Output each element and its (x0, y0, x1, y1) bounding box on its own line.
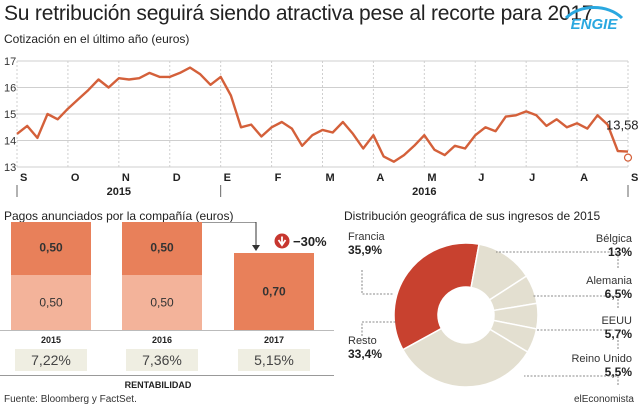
bar-value-label: 0,50 (39, 296, 63, 310)
engie-logo: ENGIE (564, 6, 624, 32)
slice-leader-line (496, 251, 619, 268)
logo-text: ENGIE (571, 16, 619, 32)
bar-value-label: 0,50 (150, 296, 174, 310)
change-connector (202, 222, 257, 249)
last-point-marker (623, 153, 633, 162)
last-value-label: 13,58 (606, 118, 639, 133)
yield-value: 7,36% (142, 352, 182, 368)
bar-value-label: 0,50 (39, 241, 63, 255)
month-tick-label: E (224, 172, 231, 184)
month-tick-label: N (122, 172, 130, 184)
month-tick-label: O (71, 172, 80, 184)
year-label: 2016 (412, 186, 436, 198)
month-tick-label: M (427, 172, 436, 184)
slice-name-label: Reino Unido (571, 353, 632, 365)
slice-name-label: Resto (348, 335, 377, 347)
slice-value-label: 6,5% (605, 287, 633, 301)
bar-segment (234, 253, 314, 330)
y-tick-label: 17 (4, 56, 16, 68)
price-line-chart: 17 16 15 14 13 S O N D E F M A M J J A S 2015 2016 13,58 (4, 56, 639, 198)
bar-value-label: 0,70 (262, 285, 286, 299)
yield-caption: RENTABILIDAD (125, 380, 192, 390)
yield-value: 5,15% (254, 352, 294, 368)
line-chart-title: Cotización en el último año (euros) (4, 32, 190, 46)
slice-leader-line (532, 295, 619, 308)
y-tick-label: 15 (4, 109, 16, 121)
donut-slice (393, 242, 480, 351)
slice-name-label: Francia (348, 231, 386, 243)
bar-value-label: 0,50 (150, 241, 174, 255)
month-tick-label: S (631, 172, 638, 184)
slice-value-label: 5,7% (605, 327, 633, 341)
slice-leader-line (361, 321, 396, 336)
month-tick-label: D (173, 172, 181, 184)
bar-segment (11, 222, 91, 275)
year-label: 2015 (107, 186, 131, 198)
bar-chart-title: Pagos anunciados por la compañía (euros) (4, 209, 234, 223)
month-tick-label: A (376, 172, 384, 184)
bar-category-label: 2017 (264, 335, 284, 345)
slice-value-label: 33,4% (348, 347, 382, 361)
price-series-line (16, 66, 629, 163)
brand-note: elEconomista (573, 394, 634, 405)
slice-value-label: 13% (608, 245, 632, 259)
month-tick-label: F (275, 172, 282, 184)
slice-name-label: EEUU (601, 315, 632, 327)
y-tick-label: 14 (4, 136, 16, 148)
y-tick-label: 13 (4, 162, 16, 174)
month-tick-label: S (20, 172, 27, 184)
bar-category-label: 2015 (41, 335, 61, 345)
month-tick-label: A (580, 172, 588, 184)
yield-box (126, 349, 198, 371)
donut-slice (401, 327, 529, 388)
yield-box (15, 349, 87, 371)
slice-leader-line (361, 270, 394, 295)
month-tick-label: J (529, 172, 535, 184)
source-note: Fuente: Bloomberg y FactSet. (4, 394, 137, 405)
bar-category-label: 2016 (152, 335, 172, 345)
slice-leader-line (524, 375, 619, 385)
page-title: Su retribución seguirá siendo atractiva … (4, 2, 594, 25)
bar-segment (122, 222, 202, 275)
payments-bar-chart: 0,50 0,50 2015 7,22% 0,50 0,50 2016 7,36% 0,70 20… (0, 222, 334, 390)
logo-arc (564, 6, 624, 20)
slice-name-label: Alemania (586, 275, 633, 287)
connector-arrowhead (252, 245, 260, 251)
month-tick-label: M (326, 172, 335, 184)
slice-value-label: 5,5% (605, 365, 633, 379)
bar-segment (11, 275, 91, 330)
slice-value-label: 35,9% (348, 243, 382, 257)
geo-donut-chart: Francia35,9%Bélgica13%Alemania6,5%EEUU5,… (348, 231, 633, 388)
yield-value: 7,22% (31, 352, 71, 368)
slice-leader-line (536, 329, 619, 349)
down-arrow-glyph (277, 236, 287, 247)
bar-segment (122, 275, 202, 330)
change-label: −30% (293, 234, 327, 249)
yield-box (238, 349, 310, 371)
slice-name-label: Bélgica (596, 233, 633, 245)
month-tick-label: J (478, 172, 484, 184)
y-tick-label: 16 (4, 83, 16, 95)
pie-chart-title: Distribución geográfica de sus ingresos … (344, 209, 601, 223)
